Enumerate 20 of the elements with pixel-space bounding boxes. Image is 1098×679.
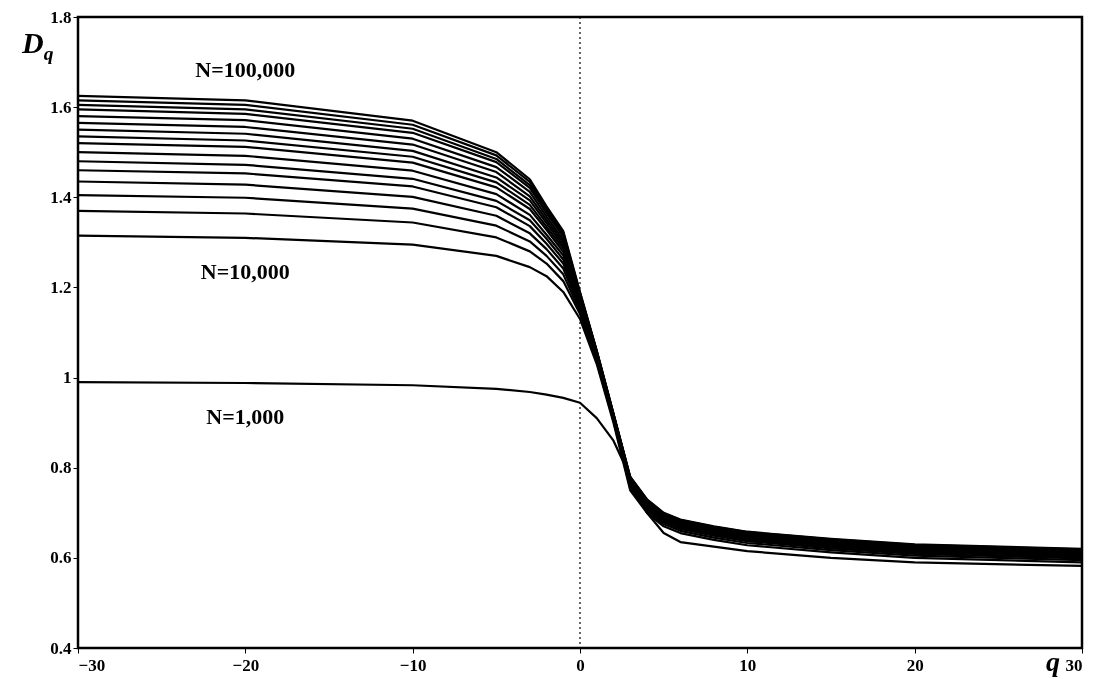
x-tick-label: 0 <box>576 655 585 675</box>
x-tick-label: 30 <box>1065 655 1083 675</box>
y-tick-label: 0.8 <box>50 458 72 478</box>
x-tick-label: −10 <box>399 655 427 675</box>
x-axis-title: q <box>1046 646 1060 678</box>
y-tick-label: 1.6 <box>50 97 72 117</box>
x-tick-label: −30 <box>78 655 106 675</box>
y-tick-label: 1.4 <box>50 187 72 207</box>
x-tick-label: 10 <box>739 655 757 675</box>
series-label: N=10,000 <box>200 258 290 284</box>
y-tick-label: 1.8 <box>50 7 72 27</box>
y-tick-label: 0.4 <box>50 638 72 658</box>
series-label: N=1,000 <box>206 403 285 429</box>
x-tick-label: 20 <box>906 655 924 675</box>
series-label: N=100,000 <box>195 57 296 83</box>
x-tick-label: −20 <box>232 655 260 675</box>
y-tick-label: 1.2 <box>50 277 72 297</box>
y-tick-label: 1 <box>63 368 72 388</box>
y-tick-label: 0.6 <box>50 548 72 568</box>
y-axis-title: D$_{q}$ <box>22 26 54 65</box>
